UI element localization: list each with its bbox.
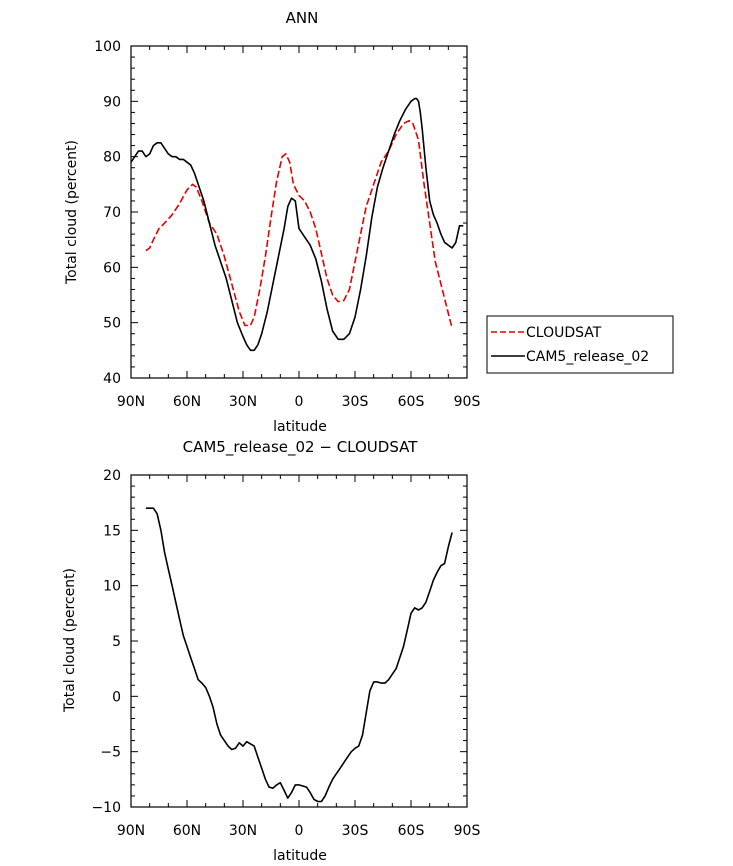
top-x-tick-label: 0 xyxy=(295,394,304,410)
bottom-x-axis-label: latitude xyxy=(273,848,327,864)
top-x-tick-label: 90S xyxy=(454,394,481,410)
bottom-y-axis-label: Total cloud (percent) xyxy=(62,568,78,713)
bottom-y-tick-label: 15 xyxy=(103,523,121,539)
bottom-title: CAM5_release_02 − CLOUDSAT xyxy=(183,438,419,457)
top-y-tick-label: 70 xyxy=(103,205,121,221)
top-y-tick-label: 50 xyxy=(103,316,121,332)
bottom-x-tick-label: 90N xyxy=(117,823,145,839)
bottom-x-tick-label: 30S xyxy=(342,823,369,839)
legend-cloudsat-label: CLOUDSAT xyxy=(526,325,602,341)
bottom-x-tick-label: 60N xyxy=(173,823,201,839)
top-x-axis-label: latitude xyxy=(273,419,327,435)
bottom-series xyxy=(145,507,453,803)
top-x-ticks: 90N 60N 30N 0 30S 60S 90S xyxy=(117,46,481,410)
top-x-tick-label: 30S xyxy=(342,394,369,410)
legend: CLOUDSAT CAM5_release_02 xyxy=(486,315,674,374)
top-y-axis-label: Total cloud (percent) xyxy=(64,140,80,285)
bottom-x-tick-label: 0 xyxy=(295,823,304,839)
legend-box xyxy=(486,315,674,374)
top-plot-frame xyxy=(130,45,468,379)
bottom-x-tick-label: 60S xyxy=(398,823,425,839)
bottom-panel: CAM5_release_02 − CLOUDSAT −10 −5 0 5 10 15 20… xyxy=(62,438,480,864)
bottom-plot-frame xyxy=(130,474,468,808)
top-series xyxy=(130,97,464,352)
bottom-x-tick-label: 90S xyxy=(454,823,481,839)
bottom-y-tick-label: −5 xyxy=(100,745,121,761)
top-x-tick-label: 60N xyxy=(173,394,201,410)
bottom-y-tick-label: 5 xyxy=(112,634,121,650)
bottom-y-tick-label: 0 xyxy=(112,689,121,705)
top-y-ticks: 40 50 60 70 80 90 100 xyxy=(94,39,467,387)
bottom-x-ticks: 90N 60N 30N 0 30S 60S 90S xyxy=(117,475,481,839)
bottom-y-tick-label: 20 xyxy=(103,468,121,484)
top-x-tick-label: 30N xyxy=(229,394,257,410)
difference-line xyxy=(145,507,453,803)
cam5-line xyxy=(130,97,464,352)
bottom-x-tick-label: 30N xyxy=(229,823,257,839)
legend-cam5-label: CAM5_release_02 xyxy=(526,349,649,365)
top-x-tick-label: 90N xyxy=(117,394,145,410)
top-y-tick-label: 100 xyxy=(94,39,121,55)
top-title: ANN xyxy=(286,9,319,27)
bottom-y-ticks: −10 −5 0 5 10 15 20 xyxy=(91,468,467,816)
top-y-tick-label: 60 xyxy=(103,260,121,276)
top-y-tick-label: 90 xyxy=(103,94,121,110)
top-y-tick-label: 80 xyxy=(103,150,121,166)
bottom-y-tick-label: 10 xyxy=(103,579,121,595)
top-x-tick-label: 60S xyxy=(398,394,425,410)
cloudsat-line xyxy=(145,119,453,329)
bottom-y-tick-label: −10 xyxy=(91,800,121,816)
top-y-tick-label: 40 xyxy=(103,371,121,387)
